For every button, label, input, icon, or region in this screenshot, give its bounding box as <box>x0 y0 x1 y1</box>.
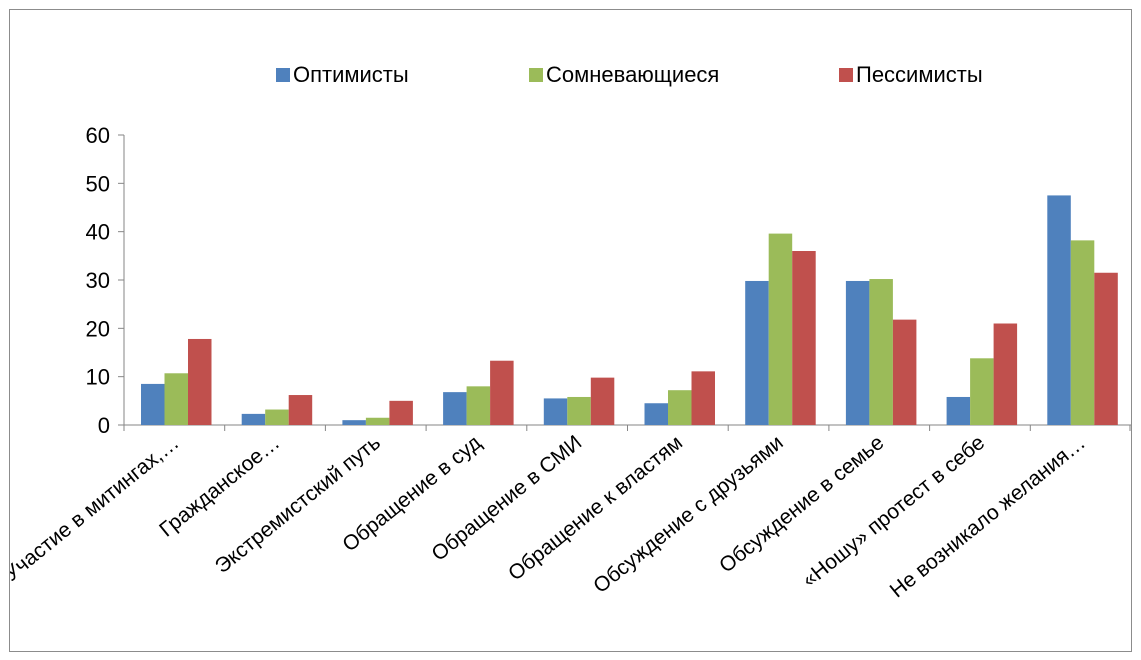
y-tick-label: 20 <box>86 316 110 341</box>
legend-label: Пессимисты <box>856 62 983 87</box>
bars <box>141 195 1118 425</box>
bar <box>947 397 971 425</box>
bar <box>994 324 1018 426</box>
y-axis: 0 10 20 30 40 50 60 <box>86 123 124 438</box>
bar <box>265 410 289 425</box>
legend-key <box>839 68 853 82</box>
bar <box>893 320 917 425</box>
bar <box>342 420 366 425</box>
bar <box>769 234 793 425</box>
bar <box>188 339 212 425</box>
bar <box>869 279 893 425</box>
bar <box>792 251 816 425</box>
bar <box>366 418 390 425</box>
x-axis: Участие в митингах,…Гражданское…Экстреми… <box>10 425 1131 602</box>
bar <box>846 281 870 425</box>
x-category-label: Экстремистский путь <box>211 431 385 578</box>
bar <box>443 392 467 425</box>
bar <box>165 373 189 425</box>
bar <box>591 378 615 425</box>
bar <box>745 281 769 425</box>
y-tick-label: 40 <box>86 220 110 245</box>
legend-label: Оптимисты <box>293 62 409 87</box>
bar <box>389 401 413 425</box>
legend-key <box>529 68 543 82</box>
bar <box>289 395 313 425</box>
bar <box>467 386 491 425</box>
bar <box>1071 240 1095 425</box>
bar <box>645 403 669 425</box>
bar <box>970 358 994 425</box>
bar <box>692 371 716 425</box>
bar <box>490 361 513 425</box>
y-tick-label: 10 <box>86 365 110 390</box>
bar <box>141 384 165 425</box>
x-category-label: Обсуждение в семье <box>715 431 888 578</box>
x-category-label: Не возникало желания… <box>886 431 1090 602</box>
x-category-label: Обсуждение с друзьями <box>589 431 788 598</box>
bar <box>242 414 266 425</box>
x-category-label: «Ношу» протест в себе <box>798 431 989 592</box>
bar-chart: Оптимисты Сомневающиеся Пессимисты 0 10 20 30… <box>10 10 1131 651</box>
legend-label: Сомневающиеся <box>546 62 719 87</box>
bar <box>668 390 692 425</box>
legend-key <box>276 68 290 82</box>
legend: Оптимисты Сомневающиеся Пессимисты <box>276 62 983 87</box>
y-tick-label: 0 <box>98 413 110 438</box>
bar <box>1094 273 1118 425</box>
y-tick-label: 30 <box>86 268 110 293</box>
y-tick-label: 60 <box>86 123 110 148</box>
bar <box>567 397 591 425</box>
bar <box>544 398 568 425</box>
x-category-label: Обращение к властям <box>504 431 687 585</box>
bar <box>1047 195 1071 425</box>
x-category-label: Участие в митингах,… <box>10 431 183 586</box>
chart-frame: Оптимисты Сомневающиеся Пессимисты 0 10 20 30… <box>9 9 1132 652</box>
y-tick-label: 50 <box>86 171 110 196</box>
